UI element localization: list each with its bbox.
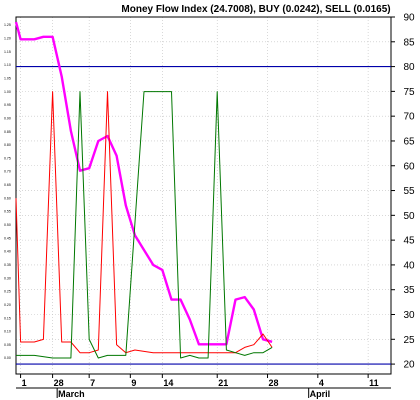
right-tick-label-2: 30 [403,310,415,321]
right-tick-label-9: 65 [403,136,415,147]
left-tick-label-8: 0.40 [4,250,11,254]
right-axis-ticks: 20 25 30 35 40 45 50 55 60 65 70 75 80 85 90 [391,13,415,371]
left-tick-label-22: 1.10 [4,63,11,67]
left-tick-label-18: 0.90 [4,116,11,120]
right-tick-label-11: 75 [403,87,415,98]
x-tick-label-0: 1 [22,378,27,388]
month-label-0: March [58,389,85,399]
x-tick-label-3: 9 [131,378,136,388]
left-tick-label-25: 1.25 [4,23,11,27]
series-line-0 [14,21,273,346]
left-tick-label-7: 0.35 [4,263,11,267]
left-tick-label-24: 1.20 [4,37,11,41]
left-tick-label-19: 0.95 [4,103,11,107]
x-tick-label-6: 28 [269,378,279,388]
left-tick-label-16: 0.80 [4,143,11,147]
x-tick-label-5: 21 [218,378,228,388]
left-tick-label-15: 0.75 [4,156,11,160]
right-tick-label-0: 20 [403,360,415,371]
right-tick-label-7: 55 [403,186,415,197]
left-tick-label-0: 0.00 [4,356,11,360]
left-tick-label-17: 0.85 [4,130,11,134]
chart-title: Money Flow Index (24.7008), BUY (0.0242)… [121,4,390,15]
left-tick-label-14: 0.70 [4,170,11,174]
month-label-1: April [310,389,331,399]
right-tick-label-4: 40 [403,260,415,271]
left-tick-label-5: 0.25 [4,290,11,294]
right-tick-label-12: 80 [403,62,415,73]
series-line-2 [16,91,273,359]
plot-frame [15,16,392,375]
left-tick-label-12: 0.60 [4,196,11,200]
right-tick-label-6: 50 [403,211,415,222]
left-tick-label-6: 0.30 [4,276,11,280]
series-lines [14,21,273,359]
reference-lines [16,65,391,365]
right-tick-label-1: 25 [403,335,415,346]
left-tick-label-3: 0.15 [4,316,11,320]
left-tick-label-9: 0.45 [4,236,11,240]
right-tick-label-10: 70 [403,112,415,123]
left-tick-label-2: 0.10 [4,330,11,334]
left-tick-label-10: 0.50 [4,223,11,227]
right-tick-label-3: 35 [403,285,415,296]
x-tick-label-1: 28 [54,378,64,388]
left-tick-label-4: 0.20 [4,303,11,307]
x-tick-label-7: 4 [319,378,324,388]
x-tick-label-8: 11 [369,378,379,388]
x-tick-label-2: 7 [90,378,95,388]
right-tick-label-5: 45 [403,236,415,247]
right-tick-label-8: 60 [403,161,415,172]
left-tick-label-11: 0.55 [4,210,11,214]
left-tick-label-1: 0.05 [4,343,11,347]
left-tick-label-21: 1.05 [4,76,11,80]
left-tick-label-20: 1.00 [4,90,11,94]
left-tick-label-23: 1.15 [4,50,11,54]
left-axis-ticks: 0.00 0.05 0.10 0.15 0.20 0.25 0.30 0.35 0.40 0.45… [4,23,11,360]
x-axis-ticks: 1 28 7 9 14 21 28 4 11 March April [20,374,379,399]
series-line-1 [15,91,273,354]
left-tick-label-13: 0.65 [4,183,11,187]
right-tick-label-14: 90 [403,13,415,24]
x-tick-label-4: 14 [163,378,173,388]
right-tick-label-13: 85 [403,37,415,48]
